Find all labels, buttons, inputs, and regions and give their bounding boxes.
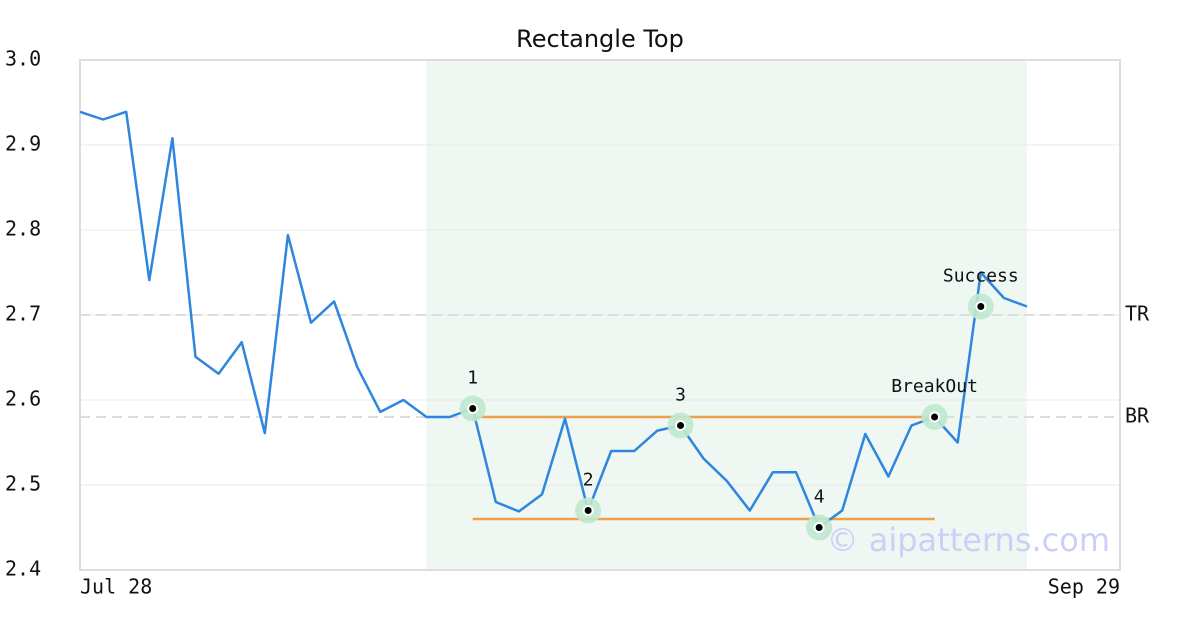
y-tick-label: 3.0	[5, 47, 41, 71]
y-tick-label: 2.5	[5, 472, 41, 496]
x-tick-label: Sep 29	[1048, 575, 1120, 599]
point-dot	[467, 403, 479, 414]
y-tick-label: 2.9	[5, 132, 41, 156]
annotation-label: 3	[675, 385, 686, 406]
point-dot	[813, 522, 825, 533]
annotation-label: BreakOut	[891, 376, 978, 397]
chart-title: Rectangle Top	[516, 25, 684, 53]
watermark: © aipatterns.com	[827, 521, 1110, 559]
annotation-label: 1	[467, 368, 478, 389]
x-tick-label: Jul 28	[80, 575, 152, 599]
point-dot	[929, 411, 941, 423]
level-label: TR	[1125, 302, 1150, 326]
point-dot	[675, 420, 687, 431]
y-tick-label: 2.8	[5, 217, 41, 241]
annotation-label: 4	[814, 487, 825, 508]
y-tick-label: 2.4	[5, 557, 41, 581]
y-tick-label: 2.7	[5, 302, 41, 326]
annotation-label: Success	[943, 266, 1019, 287]
point-dot	[582, 505, 594, 516]
y-tick-label: 2.6	[5, 387, 41, 411]
level-label: BR	[1125, 404, 1150, 428]
annotation-label: 2	[583, 470, 594, 491]
point-dot	[975, 301, 987, 312]
price-line	[79, 110, 1028, 529]
